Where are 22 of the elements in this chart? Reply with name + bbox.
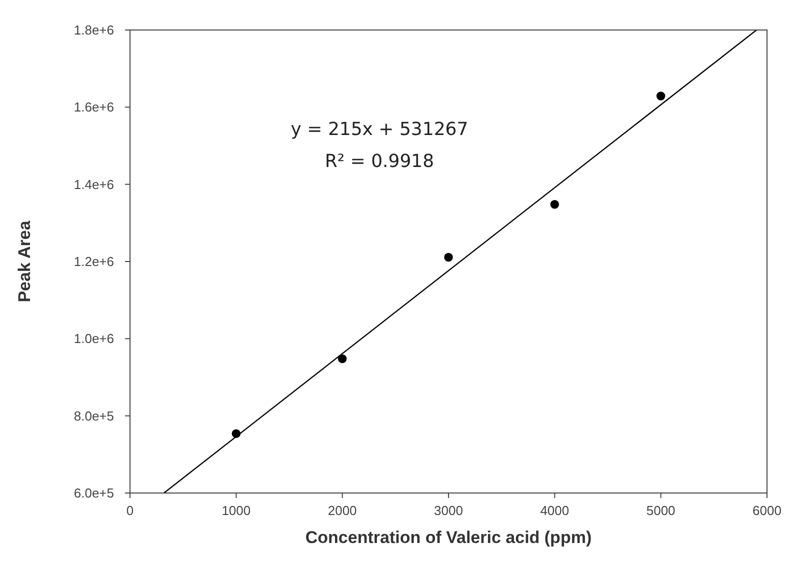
point (550, 200, 560, 209)
x-tick-label: 5000 (646, 503, 676, 518)
annotation: y = 215x + 531267 (290, 119, 468, 140)
y-tick-label: 1.8e+6 (74, 22, 114, 38)
y-tick-label: 1.2e+6 (74, 254, 114, 270)
x-tick-label: 1000 (222, 503, 251, 518)
point (444, 252, 453, 262)
y-tick-label: 1.0e+6 (74, 331, 114, 346)
y-axis-title: Peak Area (15, 220, 34, 302)
x-tick-label: 2000 (328, 503, 357, 518)
x-tick-label: 4000 (540, 503, 570, 518)
y-tick-label: 1.4e+6 (74, 176, 114, 192)
x-tick-label: 0 (126, 503, 134, 518)
x-tick-label: 3000 (434, 503, 463, 518)
x-tick-label: 6000 (752, 503, 782, 518)
y-tick-label: 8.0e+5 (74, 408, 114, 424)
annotation: R² = 0.9918 (324, 151, 434, 172)
x-axis-title: Concentration of Valeric acid (ppm) (305, 528, 592, 547)
y-tick-label: 6.0e+5 (74, 486, 114, 501)
point (338, 354, 347, 364)
point (656, 92, 666, 100)
y-tick-label: 1.6e+6 (74, 100, 114, 115)
